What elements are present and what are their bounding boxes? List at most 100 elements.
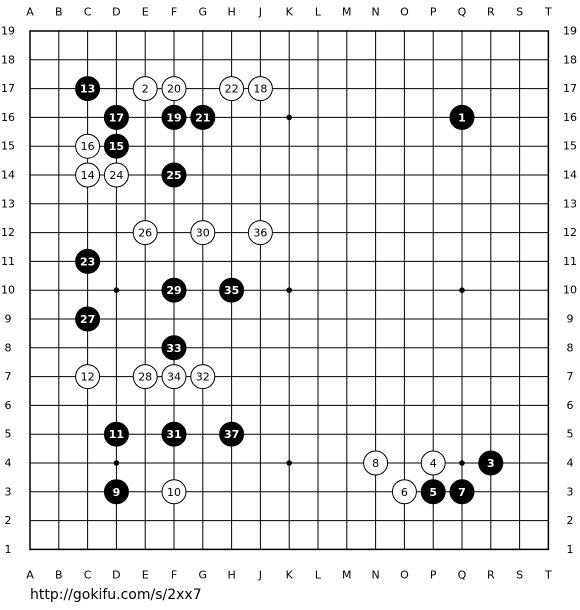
row-label: 7	[567, 370, 574, 383]
move-number: 12	[81, 371, 95, 384]
row-label: 1	[5, 543, 12, 556]
stone	[219, 421, 245, 447]
stone	[75, 162, 101, 188]
move-number: 13	[80, 83, 95, 96]
move-number: 27	[80, 313, 95, 326]
row-label: 15	[1, 140, 15, 153]
column-label: H	[227, 6, 235, 19]
stone	[161, 104, 187, 130]
move-number: 16	[81, 140, 95, 153]
stone	[75, 306, 101, 332]
move-number: 29	[166, 284, 181, 297]
move-number: 37	[224, 428, 239, 441]
column-label: J	[258, 569, 262, 582]
stone	[363, 450, 389, 476]
column-label: R	[487, 569, 495, 582]
move-number: 36	[253, 227, 267, 240]
move-number: 25	[166, 169, 181, 182]
row-label: 14	[563, 169, 577, 182]
stone	[161, 364, 187, 390]
column-label: O	[400, 569, 409, 582]
move-number: 24	[109, 169, 123, 182]
move-number: 5	[429, 486, 437, 499]
move-number: 33	[166, 342, 181, 355]
move-number: 11	[109, 428, 124, 441]
row-label: 15	[563, 140, 577, 153]
row-label: 13	[1, 197, 15, 210]
column-label: A	[26, 6, 34, 19]
row-label: 19	[563, 25, 577, 38]
row-label: 8	[5, 341, 12, 354]
column-label: L	[315, 569, 322, 582]
stone	[75, 248, 101, 274]
column-label: N	[371, 6, 379, 19]
stone	[161, 76, 187, 102]
row-label: 9	[567, 313, 574, 326]
stone	[103, 104, 129, 130]
column-label: H	[227, 569, 235, 582]
column-label: B	[55, 6, 63, 19]
row-label: 5	[5, 428, 12, 441]
column-label: K	[286, 6, 294, 19]
move-number: 10	[167, 486, 181, 499]
stone	[75, 76, 101, 102]
stone	[478, 450, 504, 476]
row-label: 17	[1, 82, 15, 95]
row-label: 19	[1, 25, 15, 38]
row-label: 3	[567, 485, 574, 498]
row-label: 17	[563, 82, 577, 95]
column-label: B	[55, 569, 63, 582]
row-label: 4	[567, 457, 574, 470]
stone	[247, 76, 273, 102]
star-point	[286, 114, 293, 121]
move-number: 28	[138, 371, 152, 384]
row-label: 2	[567, 514, 574, 527]
stone	[132, 76, 158, 102]
column-label: T	[544, 569, 552, 582]
move-number: 20	[167, 83, 181, 96]
column-label: O	[400, 6, 409, 19]
column-label: E	[142, 569, 149, 582]
column-label: P	[430, 569, 437, 582]
move-number: 17	[109, 111, 124, 124]
row-label: 5	[567, 428, 574, 441]
stone	[420, 450, 446, 476]
column-label: J	[258, 6, 262, 19]
star-point	[459, 287, 465, 294]
move-number: 34	[167, 371, 181, 384]
column-label: G	[199, 569, 208, 582]
move-number: 32	[196, 371, 210, 384]
column-label: S	[516, 569, 523, 582]
footer-url: http://gokifu.com/s/2xx7	[30, 587, 202, 603]
row-label: 10	[1, 284, 15, 297]
stone	[190, 220, 216, 246]
move-number: 21	[195, 111, 210, 124]
stone	[103, 133, 129, 159]
row-label: 12	[563, 226, 577, 239]
column-label: F	[171, 569, 177, 582]
column-label: G	[199, 6, 208, 19]
row-label: 6	[5, 399, 12, 412]
column-label: D	[112, 6, 120, 19]
stone	[161, 479, 187, 505]
stone	[103, 162, 129, 188]
row-label: 1	[567, 543, 574, 556]
move-number: 8	[372, 457, 379, 470]
stone	[247, 220, 273, 246]
column-label: E	[142, 6, 149, 19]
stone	[75, 133, 101, 159]
move-number: 7	[458, 486, 466, 499]
star-point	[459, 460, 465, 466]
stone	[449, 479, 475, 505]
row-label: 7	[5, 370, 12, 383]
move-number: 18	[253, 83, 267, 96]
move-number: 35	[224, 284, 239, 297]
row-label: 3	[5, 485, 12, 498]
stone	[132, 220, 158, 246]
column-label: F	[171, 6, 177, 19]
column-label: N	[371, 569, 379, 582]
stone	[391, 479, 417, 505]
row-label: 18	[1, 53, 15, 66]
